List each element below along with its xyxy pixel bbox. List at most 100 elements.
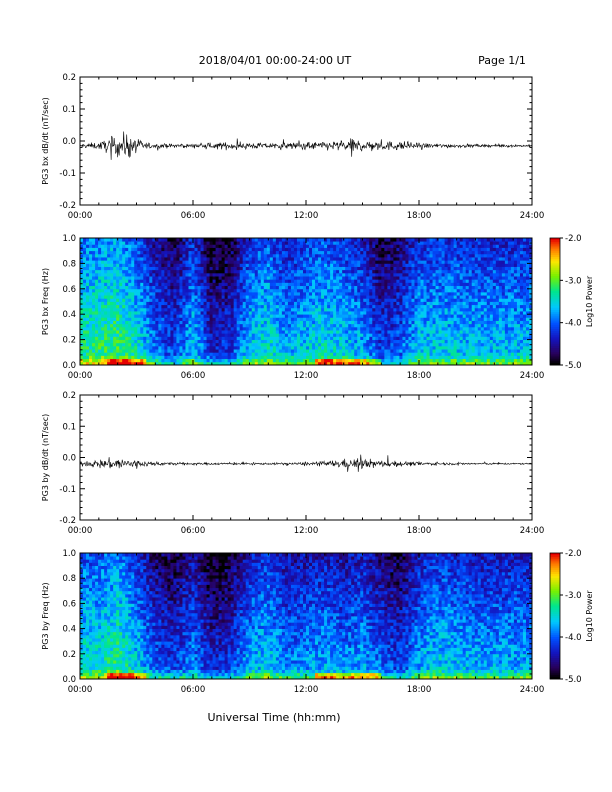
heatmap-cell — [333, 263, 337, 267]
heatmap-cell — [278, 320, 283, 325]
date-range-title: 2018/04/01 00:00-24:00 UT — [199, 54, 352, 67]
heatmap-cell — [302, 323, 307, 328]
heatmap-cell — [152, 250, 156, 255]
heatmap-cell — [272, 352, 277, 356]
heatmap-cell — [296, 307, 301, 312]
heatmap-cell — [107, 244, 111, 248]
heatmap-cell — [227, 361, 232, 366]
heatmap-cell — [218, 238, 223, 242]
heatmap-cell — [131, 358, 135, 363]
heatmap-cell — [342, 260, 346, 264]
heatmap-cell — [212, 323, 216, 328]
heatmap-cell — [315, 361, 319, 366]
heatmap-cell — [432, 266, 436, 271]
heatmap-cell — [224, 330, 229, 334]
heatmap-cell — [251, 263, 256, 267]
heatmap-cell — [287, 282, 292, 287]
heatmap-cell — [92, 266, 96, 271]
heatmap-cell — [405, 295, 409, 299]
heatmap-cell — [384, 342, 388, 347]
heatmap-cell — [107, 358, 111, 363]
heatmap-cell — [275, 311, 280, 315]
heatmap-cell — [170, 269, 174, 274]
heatmap-cell — [312, 358, 316, 363]
heatmap-cell — [137, 342, 141, 347]
heatmap-cell — [125, 238, 129, 242]
heatmap-cell — [348, 263, 352, 267]
heatmap-cell — [134, 241, 138, 245]
heatmap-cell — [438, 342, 442, 347]
heatmap-cell — [170, 253, 174, 258]
heatmap-cell — [396, 279, 400, 283]
heatmap-cell — [191, 263, 195, 267]
heatmap-cell — [113, 266, 117, 271]
heatmap-cell — [104, 330, 108, 334]
heatmap-cell — [227, 253, 232, 258]
heatmap-cell — [405, 336, 409, 340]
heatmap-cell — [342, 285, 346, 290]
heatmap-cell — [92, 282, 96, 287]
heatmap-cell — [423, 269, 427, 274]
heatmap-cell — [263, 355, 268, 360]
heatmap-cell — [92, 260, 96, 264]
heatmap-cell — [98, 336, 102, 340]
heatmap-cell — [312, 291, 316, 296]
heatmap-cell — [185, 260, 189, 264]
heatmap-cell — [179, 295, 183, 299]
heatmap-cell — [266, 336, 271, 340]
heatmap-cell — [429, 250, 433, 255]
heatmap-cell — [143, 323, 147, 328]
heatmap-cell — [432, 345, 436, 350]
heatmap-cell — [269, 326, 274, 331]
heatmap-cell — [318, 317, 322, 321]
heatmap-cell — [357, 307, 361, 312]
heatmap-cell — [146, 333, 150, 337]
heatmap-cell — [215, 330, 220, 334]
heatmap-cell — [342, 317, 346, 321]
heatmap-cell — [278, 352, 283, 356]
heatmap-cell — [125, 333, 129, 337]
heatmap-cell — [122, 250, 126, 255]
heatmap-cell — [426, 257, 430, 261]
heatmap-cell — [182, 272, 186, 277]
heatmap-cell — [417, 330, 421, 334]
heatmap-cell — [336, 307, 340, 312]
heatmap-cell — [158, 257, 162, 261]
heatmap-cell — [107, 269, 111, 274]
heatmap-cell — [426, 272, 430, 277]
heatmap-cell — [233, 349, 238, 353]
heatmap-cell — [248, 285, 253, 290]
heatmap-cell — [272, 253, 277, 258]
heatmap-cell — [200, 257, 204, 261]
heatmap-cell — [158, 247, 162, 252]
heatmap-cell — [125, 320, 129, 325]
heatmap-cell — [152, 298, 156, 302]
heatmap-cell — [119, 253, 123, 258]
heatmap-cell — [296, 257, 301, 261]
heatmap-cell — [248, 304, 253, 309]
heatmap-cell — [372, 311, 376, 315]
heatmap-cell — [417, 349, 421, 353]
heatmap-cell — [170, 301, 174, 306]
heatmap-cell — [122, 355, 126, 360]
heatmap-cell — [140, 330, 144, 334]
heatmap-cell — [152, 304, 156, 309]
heatmap-cell — [372, 314, 376, 318]
heatmap-cell — [107, 349, 111, 353]
heatmap-cell — [372, 291, 376, 296]
heatmap-cell — [260, 285, 265, 290]
heatmap-cell — [411, 307, 415, 312]
heatmap-cell — [399, 266, 403, 271]
heatmap-cell — [348, 295, 352, 299]
heatmap-cell — [215, 244, 220, 248]
heatmap-cell — [188, 320, 192, 325]
heatmap-cell — [432, 291, 436, 296]
heatmap-cell — [224, 352, 229, 356]
heatmap-cell — [236, 238, 241, 242]
heatmap-cell — [345, 358, 349, 363]
heatmap-cell — [137, 304, 141, 309]
heatmap-cell — [155, 295, 159, 299]
heatmap-cell — [345, 311, 349, 315]
heatmap-cell — [272, 333, 277, 337]
heatmap-cell — [378, 285, 382, 290]
